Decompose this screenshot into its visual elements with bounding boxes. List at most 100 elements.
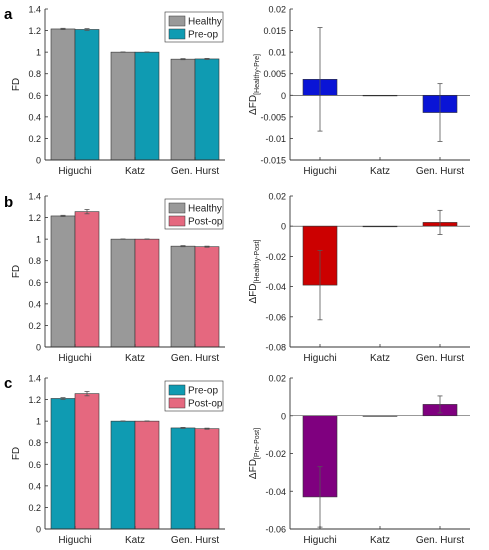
x-tick-label: Gen. Hurst: [171, 535, 220, 546]
x-tick-label: Higuchi: [58, 353, 91, 364]
legend-swatch: [168, 384, 186, 396]
bar-pre-op-gen-hurst: [170, 427, 196, 530]
chart-a-left: 0 0.2 0.4 0.6 0.8 1 1.2 1.4 Higuchi Katz Gen. Hurs…: [11, 5, 225, 177]
y-tick-label: 0.02: [268, 5, 286, 15]
legend: Healthy Pre-op: [164, 11, 224, 43]
y-axis-label-subscript: [Pre-Post]: [254, 428, 261, 459]
y-tick-label: 1: [36, 48, 41, 58]
bar-pre-op-higuchi: [74, 29, 100, 161]
legend: Pre-op Post-op: [164, 380, 224, 412]
legend-swatch: [168, 397, 186, 409]
y-tick-label: 0.6: [28, 460, 41, 470]
x-tick-label: Gen. Hurst: [416, 166, 465, 177]
chart-c-right: -0.06 -0.04 -0.02 0 0.02 Higuchi Katz Gen. Hurs…: [248, 374, 470, 546]
y-tick-label: 0.02: [268, 374, 286, 384]
y-tick-label: 0.4: [28, 299, 41, 309]
y-tick-label: 0: [281, 91, 286, 101]
y-axis-label-subscript: [Healthy-Pre]: [254, 54, 261, 95]
bar-healthy-katz: [110, 238, 136, 348]
y-tick-label: 0.2: [28, 321, 41, 331]
y-tick-label: 1: [36, 417, 41, 427]
y-tick-label: -0.08: [265, 343, 286, 353]
y-tick-label: -0.04: [265, 487, 286, 497]
y-axis-label-main: FD: [11, 447, 22, 460]
x-tick-label: Gen. Hurst: [416, 535, 465, 546]
bar-pre-op-gen-hurst: [194, 58, 220, 161]
chart-c-left: 0 0.2 0.4 0.6 0.8 1 1.2 1.4 Higuchi Katz Gen. Hurs…: [11, 374, 225, 546]
y-tick-label: 1.4: [28, 192, 41, 202]
legend-entry: Healthy: [188, 17, 222, 28]
y-axis-label: FD: [11, 447, 22, 460]
legend-swatch: [168, 215, 186, 227]
y-tick-label: 0.8: [28, 256, 41, 266]
bar-pre-op-katz: [134, 51, 160, 161]
y-tick-label: 1.2: [28, 395, 41, 405]
y-axis-label-main: ΔFD: [248, 459, 259, 479]
bar-post-op-katz: [134, 238, 160, 348]
x-tick-label: Higuchi: [58, 535, 91, 546]
bar-post-op-gen-hurst: [194, 428, 220, 530]
y-tick-label: 1.2: [28, 213, 41, 223]
y-tick-label: 0.2: [28, 503, 41, 513]
y-tick-label: 0.02: [268, 192, 286, 202]
chart-b-left: 0 0.2 0.4 0.6 0.8 1 1.2 1.4 Higuchi Katz Gen. Hurs…: [11, 192, 225, 364]
y-tick-label: 0: [36, 343, 41, 353]
x-tick-label: Higuchi: [303, 535, 336, 546]
legend-entry: Pre-op: [188, 30, 218, 41]
y-tick-label: 0.6: [28, 278, 41, 288]
x-tick-label: Higuchi: [303, 166, 336, 177]
y-tick-label: 0: [36, 525, 41, 535]
chart-a-right: -0.015 -0.01 -0.005 0 0.005 0.01 0.015 0.02 Higu…: [248, 5, 470, 177]
y-tick-label: -0.06: [265, 312, 286, 322]
y-axis-label-main: FD: [11, 265, 22, 278]
y-tick-label: -0.01: [265, 134, 286, 144]
y-tick-label: 0.005: [263, 69, 286, 79]
bar-healthy-higuchi: [50, 28, 76, 161]
x-tick-label: Katz: [370, 535, 390, 546]
bar-post-op-higuchi: [74, 211, 100, 348]
y-axis-label: FD: [11, 265, 22, 278]
x-tick-label: Gen. Hurst: [171, 166, 220, 177]
x-tick-label: Katz: [370, 353, 390, 364]
y-axis-label-main: FD: [11, 78, 22, 91]
y-tick-label: 0: [281, 411, 286, 421]
bar-healthy-higuchi: [50, 215, 76, 348]
legend-entry: Pre-op: [188, 386, 218, 397]
y-tick-label: 0.2: [28, 134, 41, 144]
legend-swatch: [168, 28, 186, 40]
x-tick-label: Katz: [125, 166, 145, 177]
x-tick-label: Higuchi: [58, 166, 91, 177]
legend-entry: Post-op: [188, 399, 223, 410]
y-tick-label: 0.6: [28, 91, 41, 101]
chart-b-right: -0.08 -0.06 -0.04 -0.02 0 0.02 Higuchi Katz Gen.…: [248, 192, 470, 364]
legend-entry: Healthy: [188, 204, 222, 215]
panel-label-c: c: [4, 375, 12, 392]
legend-entry: Post-op: [188, 217, 223, 228]
y-axis-label-main: ΔFD: [248, 95, 259, 115]
legend: Healthy Post-op: [164, 198, 224, 230]
bar-post-op-gen-hurst: [194, 246, 220, 348]
bar-healthy-katz: [110, 51, 136, 161]
y-axis-label: ΔFD[Pre-Post]: [248, 428, 261, 479]
x-tick-label: Higuchi: [303, 353, 336, 364]
y-tick-label: -0.04: [265, 282, 286, 292]
bar-healthy-gen-hurst: [170, 58, 196, 161]
y-axis-label: FD: [11, 78, 22, 91]
legend-swatch: [168, 15, 186, 27]
panel-label-b: b: [4, 194, 13, 211]
y-tick-label: 0.015: [263, 26, 286, 36]
bar-post-op-katz: [134, 420, 160, 530]
x-tick-label: Gen. Hurst: [416, 353, 465, 364]
x-tick-label: Gen. Hurst: [171, 353, 220, 364]
y-tick-label: 0.8: [28, 69, 41, 79]
x-tick-label: Katz: [370, 166, 390, 177]
y-tick-label: 0.4: [28, 481, 41, 491]
y-axis-label-subscript: [Healthy-Post]: [254, 239, 261, 283]
x-tick-label: Katz: [125, 353, 145, 364]
y-tick-label: 0: [281, 222, 286, 232]
panel-label-a: a: [4, 6, 13, 23]
legend-swatch: [168, 202, 186, 214]
y-tick-label: -0.015: [260, 156, 286, 166]
y-tick-label: 0.01: [268, 48, 286, 58]
y-axis-label-main: ΔFD: [248, 283, 259, 303]
